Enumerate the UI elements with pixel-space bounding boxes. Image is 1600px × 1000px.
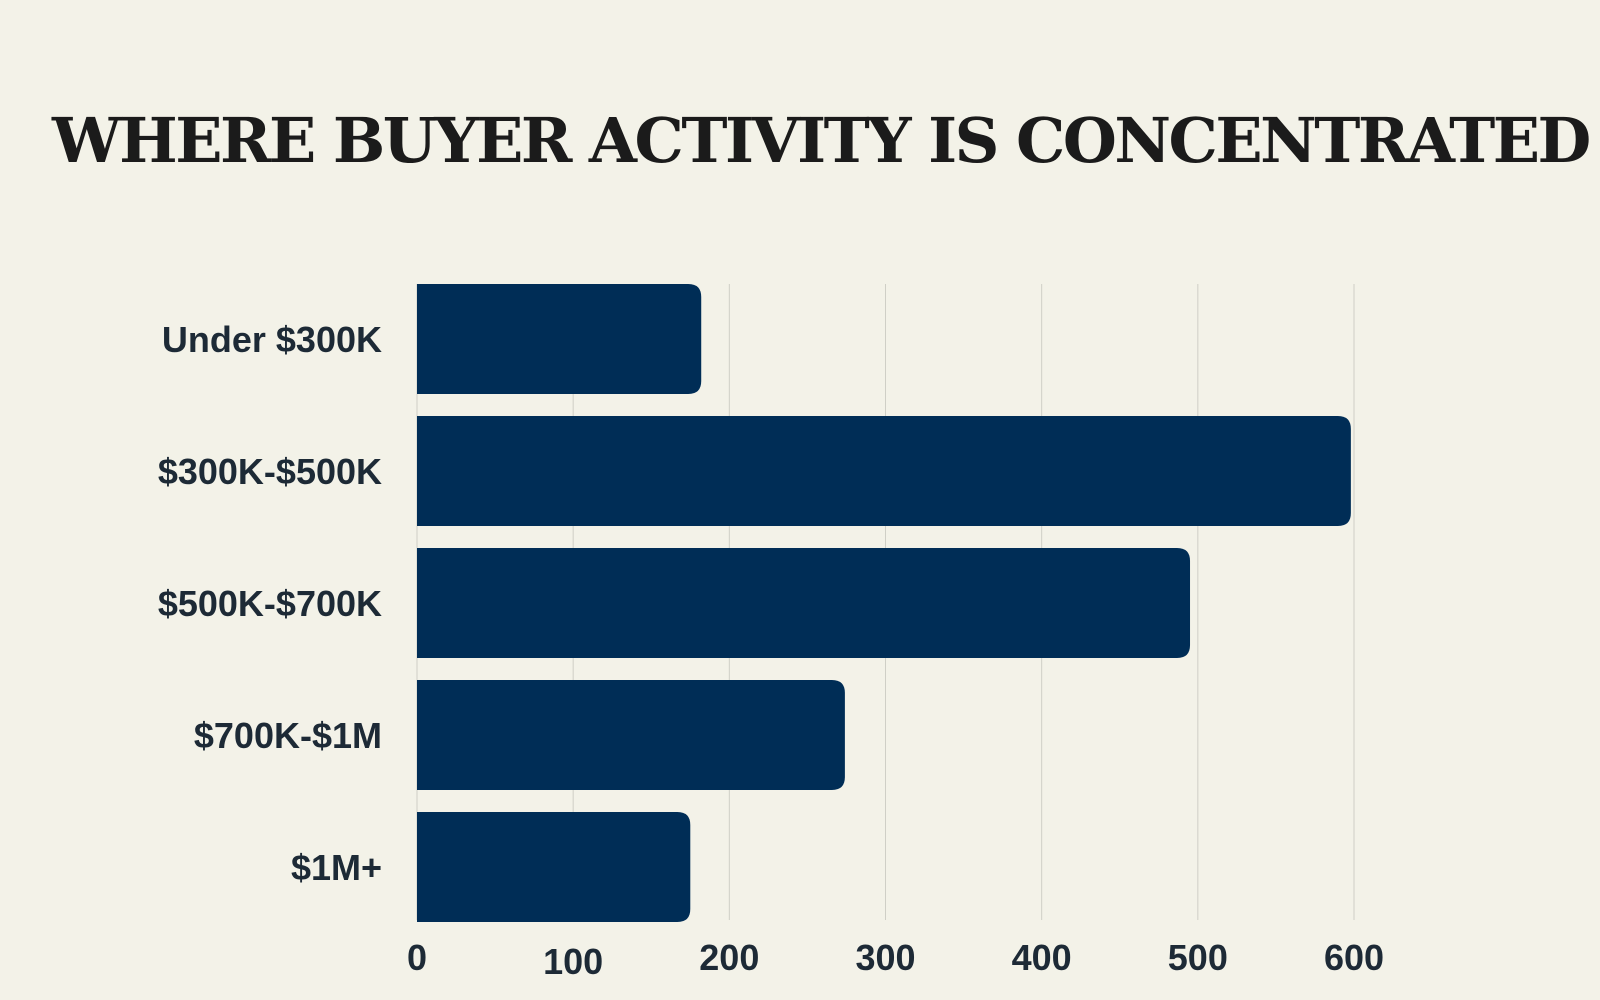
chart-title: WHERE BUYER ACTIVITY IS CONCENTRATED: [52, 104, 1591, 177]
category-label: $700K-$1M: [194, 715, 382, 756]
x-tick-label: 400: [1012, 937, 1072, 978]
x-tick-label: 500: [1168, 937, 1228, 978]
x-axis-tick-labels: 0 100 200 300 400 500 600: [407, 937, 1384, 982]
x-tick-label: 0: [407, 937, 427, 978]
bar: [417, 416, 1351, 526]
x-tick-label: 300: [855, 937, 915, 978]
category-label: $300K-$500K: [158, 451, 382, 492]
x-tick-label: 600: [1324, 937, 1384, 978]
x-tick-label: 200: [699, 937, 759, 978]
bar: [417, 284, 702, 394]
bar: [417, 548, 1191, 658]
bars: [417, 284, 1351, 922]
bar: [417, 812, 691, 922]
bar: [417, 680, 845, 790]
category-label: $500K-$700K: [158, 583, 382, 624]
category-label: $1M+: [291, 847, 382, 888]
x-tick-label: 100: [543, 941, 603, 982]
category-labels: Under $300K $300K-$500K $500K-$700K $700K-$…: [158, 319, 382, 888]
category-label: Under $300K: [162, 319, 382, 360]
